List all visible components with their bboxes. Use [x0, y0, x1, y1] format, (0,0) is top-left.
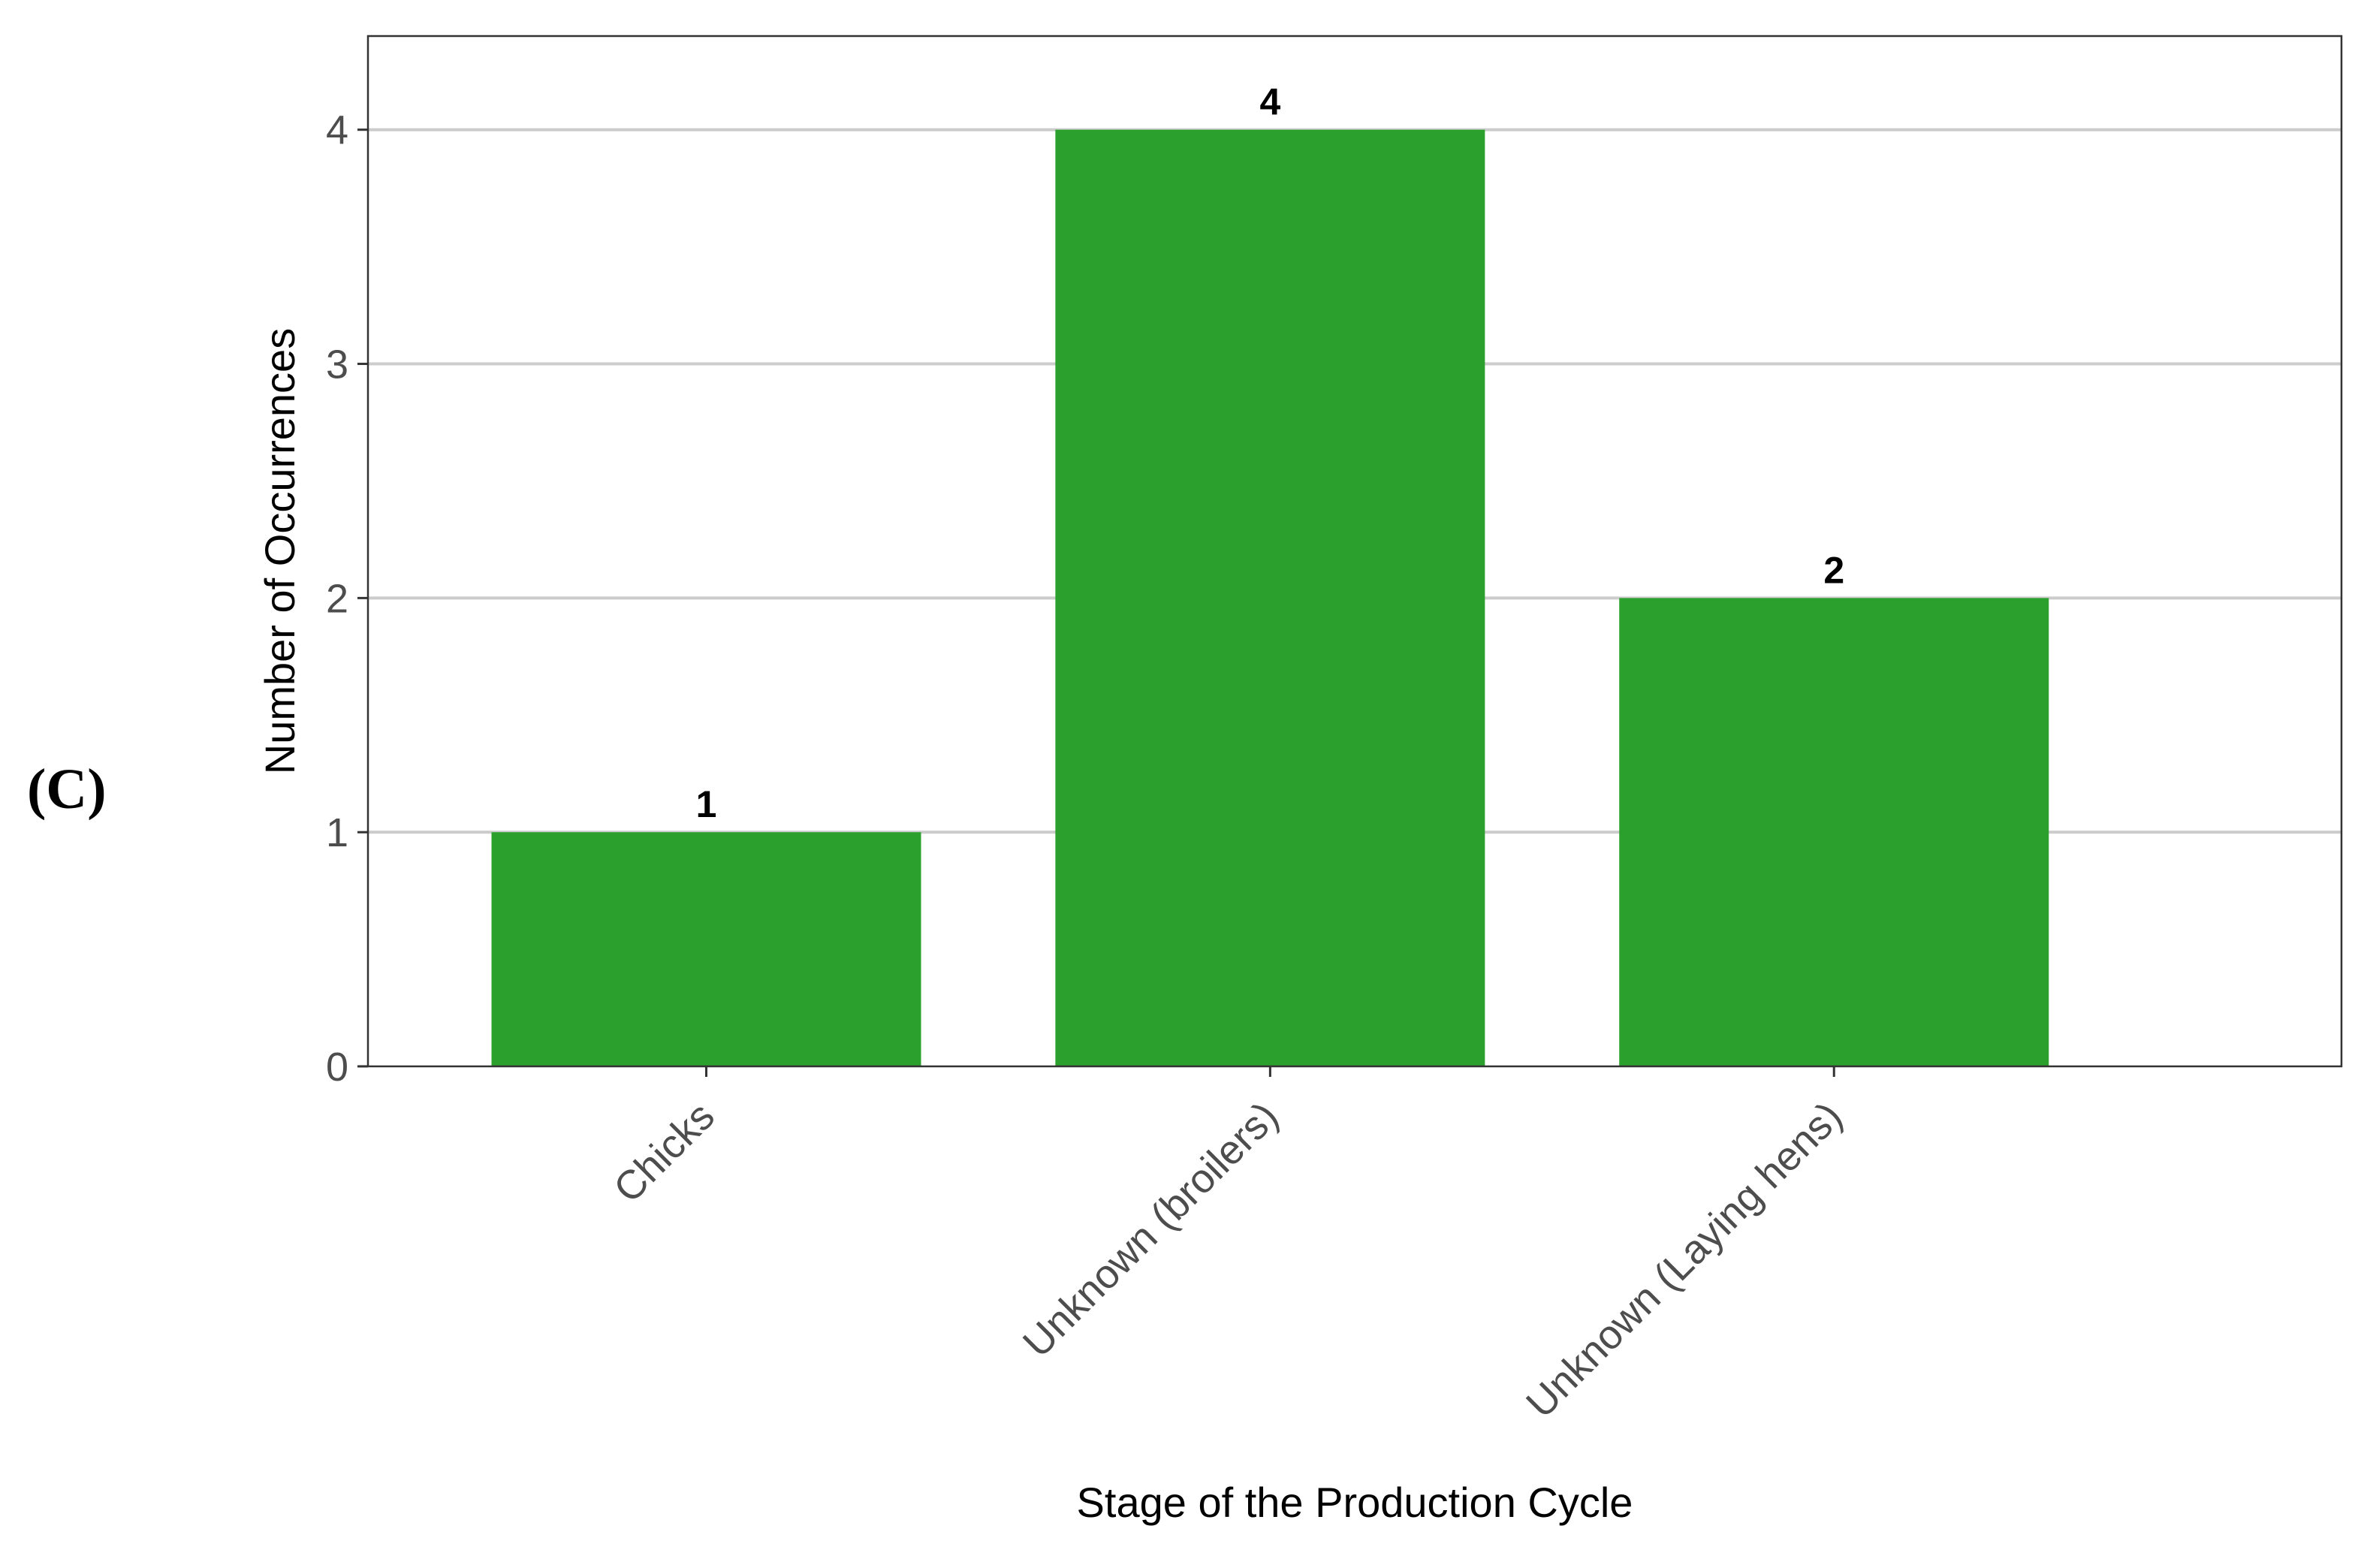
data-label-1: 4	[1259, 81, 1280, 123]
x-tick-label-0: Chicks	[605, 1093, 723, 1211]
panel-label: (C)	[27, 758, 107, 821]
bars	[491, 129, 2049, 1066]
y-tick-label-2: 2	[326, 576, 348, 621]
y-tick-label-3: 3	[326, 342, 348, 387]
data-label-2: 2	[1823, 549, 1844, 591]
y-tick-label-1: 1	[326, 810, 348, 855]
plot-frame	[366, 35, 2343, 1068]
x-axis-ticks: Chicks Unknown (broilers) Unknown (Laying …	[605, 1066, 1851, 1427]
y-tick-label-0: 0	[326, 1045, 348, 1090]
x-tick-label-2: Unknown (Laying hens)	[1518, 1093, 1851, 1427]
y-axis-title: Number of Occurrences	[256, 328, 303, 774]
y-tick-label-4: 4	[326, 108, 348, 153]
x-axis-title: Stage of the Production Cycle	[1077, 1479, 1633, 1526]
data-labels: 1 4 2	[696, 81, 1845, 825]
data-label-0: 1	[696, 783, 717, 825]
y-axis-ticks: 0 1 2 3 4	[326, 108, 368, 1090]
bar-2	[1619, 598, 2049, 1066]
x-tick-label-1: Unknown (broilers)	[1015, 1093, 1287, 1366]
bar-0	[491, 832, 921, 1066]
bar-1	[1055, 129, 1485, 1066]
